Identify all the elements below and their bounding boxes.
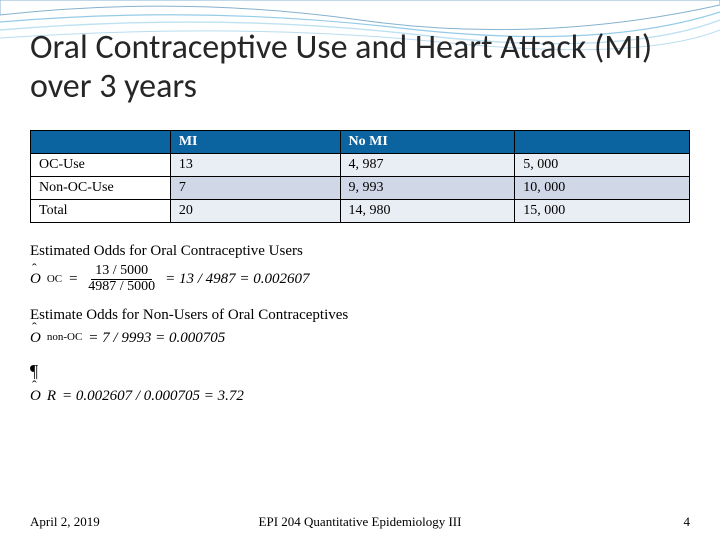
cell: 5, 000 <box>515 154 690 177</box>
th-blank <box>31 131 171 154</box>
cell: 15, 000 <box>515 200 690 223</box>
eq-odds-ratio: OR = 0.002607 / 0.000705 = 3.72 <box>30 386 690 407</box>
frac-num: 13 / 5000 <box>91 264 152 280</box>
footer-page-number: 4 <box>684 514 691 530</box>
cell: 9, 993 <box>340 177 515 200</box>
cell: 10, 000 <box>515 177 690 200</box>
cell: 14, 980 <box>340 200 515 223</box>
contingency-table: MI No MI OC-Use 13 4, 987 5, 000 Non-OC-… <box>30 130 690 223</box>
eq-heading-1: Estimated Odds for Oral Contraceptive Us… <box>30 241 690 262</box>
cell: 7 <box>170 177 340 200</box>
cell: 13 <box>170 154 340 177</box>
cell: 20 <box>170 200 340 223</box>
eq-odds-non-oc: Onon-OC = 7 / 9993 = 0.000705 <box>30 328 690 349</box>
th-total <box>515 131 690 154</box>
footer-date: April 2, 2019 <box>30 514 100 530</box>
eq-result: = 0.002607 / 0.000705 = 3.72 <box>62 386 244 407</box>
frac-den: 4987 / 5000 <box>84 280 159 295</box>
row-label: OC-Use <box>31 154 171 177</box>
eq-odds-oc: OOC = 13 / 5000 4987 / 5000 = 13 / 4987 … <box>30 264 690 294</box>
pilcrow-mark: ¶ <box>30 359 690 384</box>
eq-heading-2: Estimate Odds for Non-Users of Oral Cont… <box>30 305 690 326</box>
row-label: Non-OC-Use <box>31 177 171 200</box>
slide-footer: April 2, 2019 EPI 204 Quantitative Epide… <box>0 514 720 530</box>
table-row: OC-Use 13 4, 987 5, 000 <box>31 154 690 177</box>
footer-course: EPI 204 Quantitative Epidemiology III <box>259 514 462 530</box>
equations-block: Estimated Odds for Oral Contraceptive Us… <box>30 241 690 407</box>
cell: 4, 987 <box>340 154 515 177</box>
row-label: Total <box>31 200 171 223</box>
table-row: Total 20 14, 980 15, 000 <box>31 200 690 223</box>
page-title: Oral Contraceptive Use and Heart Attack … <box>30 28 690 106</box>
eq-result: = 13 / 4987 = 0.002607 <box>165 269 309 290</box>
table-row: Non-OC-Use 7 9, 993 10, 000 <box>31 177 690 200</box>
th-nomi: No MI <box>340 131 515 154</box>
eq-result: = 7 / 9993 = 0.000705 <box>88 328 225 349</box>
th-mi: MI <box>170 131 340 154</box>
